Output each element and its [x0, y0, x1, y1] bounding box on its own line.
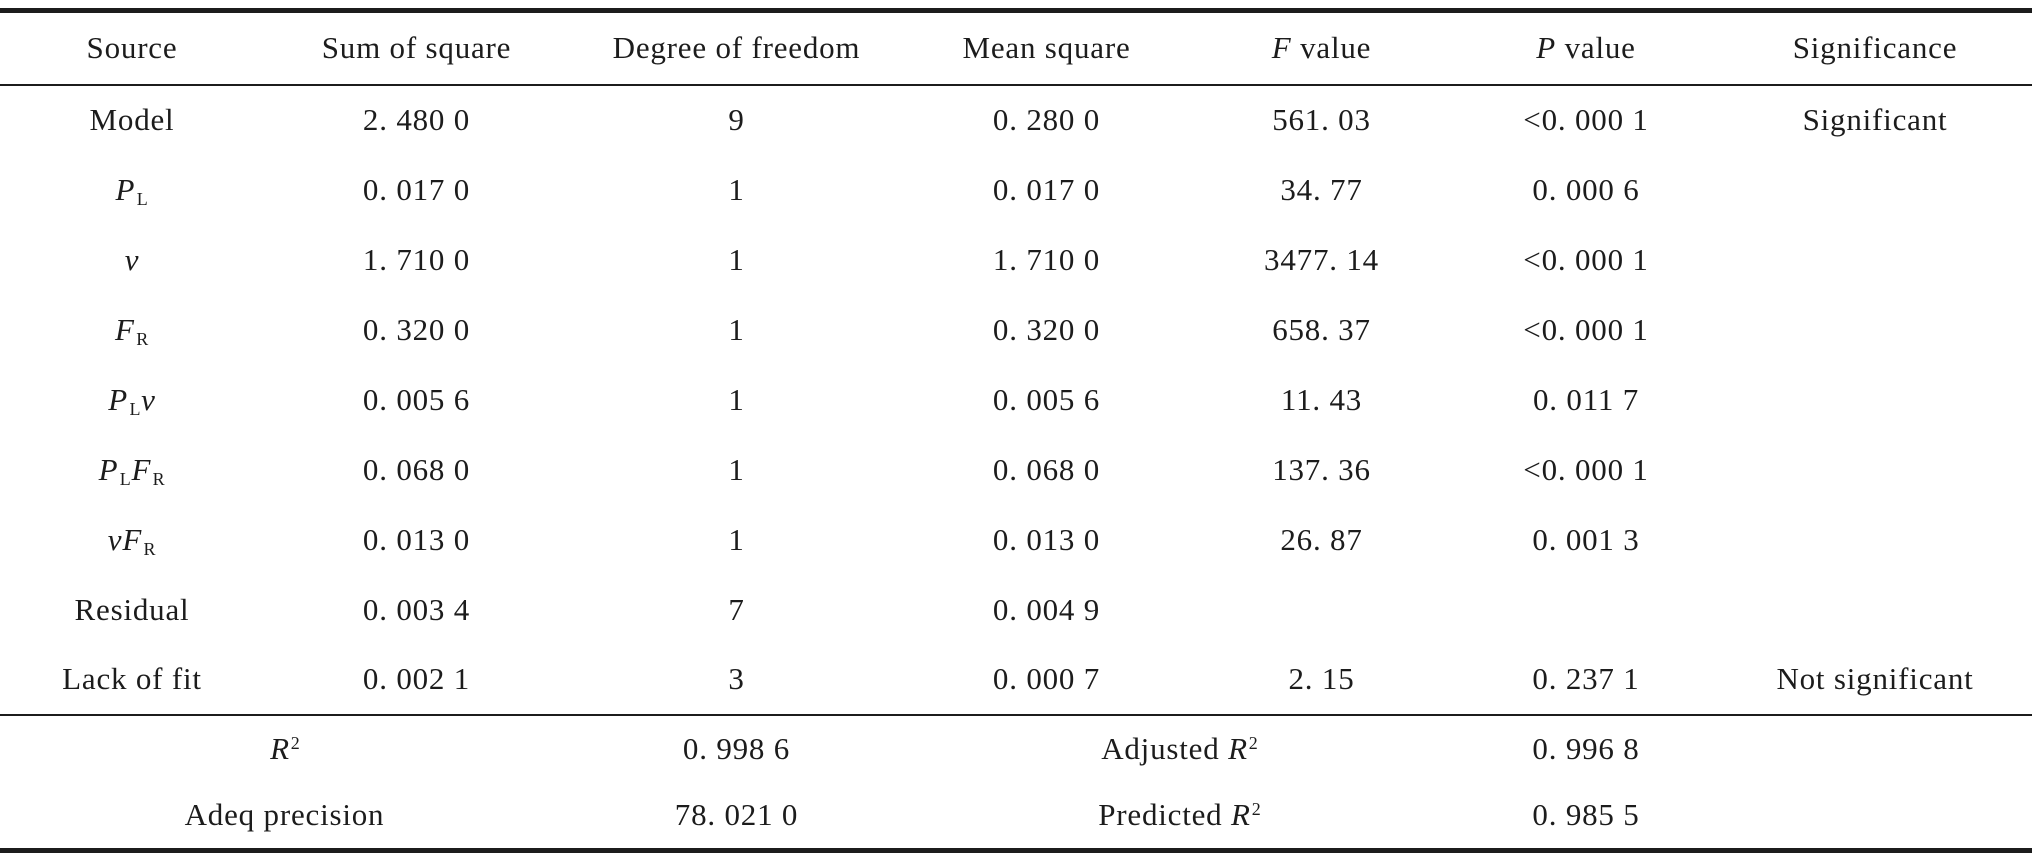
cell-mean_square: 0. 320 0 [992, 311, 1101, 347]
cell-p_value: <0. 000 1 [1523, 451, 1649, 487]
cell-significance [1718, 225, 2032, 295]
cell-significance [1718, 505, 2032, 575]
table-row: PLFR 0. 068 0 1 0. 068 0 137. 36 <0. 000 1 [0, 435, 2032, 505]
summary-label-right: Adjusted R2 [1101, 731, 1258, 766]
cell-p_value: <0. 000 1 [1523, 102, 1649, 137]
table-row: Lack of fit 0. 002 1 3 0. 000 7 2. 15 0. 237 … [0, 645, 2032, 715]
cell-significance: Significant [1802, 102, 1948, 137]
column-header-mean_square: Mean square [962, 30, 1131, 66]
column-header-sum_of_square: Sum of square [321, 30, 512, 66]
summary-row: Adeq precision 78. 021 0 Predicted R2 0. 98… [0, 783, 2032, 851]
cell-mean_square: 0. 013 0 [992, 521, 1101, 557]
summary-value-left: 78. 021 0 [674, 797, 799, 833]
cell-mean_square: 0. 000 7 [992, 661, 1101, 696]
summary-label-left: Adeq precision [184, 797, 385, 833]
cell-significance [1718, 575, 2032, 645]
cell-significance [1718, 295, 2032, 365]
table-row: v 1. 710 0 1 1. 710 0 3477. 14 <0. 000 1 [0, 225, 2032, 295]
cell-source: PLv [108, 381, 156, 419]
cell-sum_of_square: 0. 002 1 [362, 661, 471, 696]
cell-mean_square: 0. 017 0 [992, 171, 1101, 207]
cell-f_value: 561. 03 [1272, 102, 1371, 137]
cell-f_value: 11. 43 [1280, 381, 1363, 417]
cell-source: PLFR [98, 451, 165, 489]
cell-degree_of_freedom: 1 [728, 311, 745, 347]
summary-value-left: 0. 998 6 [682, 731, 791, 766]
cell-p_value: 0. 237 1 [1532, 661, 1640, 696]
summary-value-right: 0. 996 8 [1532, 731, 1640, 766]
cell-sum_of_square: 0. 017 0 [362, 171, 471, 207]
cell-degree_of_freedom: 7 [728, 591, 745, 627]
cell-significance [1718, 155, 2032, 225]
cell-degree_of_freedom: 1 [728, 241, 745, 277]
cell-significance [1718, 435, 2032, 505]
cell-f_value: 26. 87 [1280, 521, 1363, 557]
cell-degree_of_freedom: 1 [728, 451, 745, 487]
cell-source: vFR [107, 521, 156, 559]
cell-degree_of_freedom: 9 [728, 102, 745, 137]
cell-sum_of_square: 0. 013 0 [362, 521, 471, 557]
cell-f_value: 34. 77 [1280, 171, 1363, 207]
table-header: Source Sum of square Degree of freedom Mean… [0, 11, 2032, 85]
cell-mean_square: 0. 004 9 [992, 591, 1101, 627]
table-summary: R2 0. 998 6 Adjusted R2 0. 996 8 Adeq precis… [0, 715, 2032, 851]
cell-p_value: 0. 001 3 [1532, 521, 1640, 557]
cell-sum_of_square: 2. 480 0 [362, 102, 471, 137]
cell-f_value: 137. 36 [1272, 451, 1371, 487]
summary-empty-cell [1718, 715, 2032, 783]
cell-source: Model [89, 102, 175, 137]
cell-mean_square: 1. 710 0 [992, 241, 1101, 277]
cell-sum_of_square: 0. 068 0 [362, 451, 471, 487]
cell-sum_of_square: 0. 320 0 [362, 311, 471, 347]
cell-p_value: 0. 011 7 [1533, 381, 1639, 417]
header-row: Source Sum of square Degree of freedom Mean… [0, 11, 2032, 85]
summary-row: R2 0. 998 6 Adjusted R2 0. 996 8 [0, 715, 2032, 783]
cell-sum_of_square: 0. 003 4 [362, 591, 471, 627]
table-row: Model 2. 480 0 9 0. 280 0 561. 03 <0. 000 1 Si… [0, 85, 2032, 155]
summary-empty-cell [1718, 783, 2032, 851]
table-row: PL 0. 017 0 1 0. 017 0 34. 77 0. 000 6 [0, 155, 2032, 225]
cell-degree_of_freedom: 1 [728, 381, 745, 417]
table-row: Residual 0. 003 4 7 0. 004 9 [0, 575, 2032, 645]
summary-label-right: Predicted R2 [1098, 797, 1261, 833]
cell-significance [1718, 365, 2032, 435]
cell-p_value: <0. 000 1 [1523, 241, 1649, 277]
table-row: FR 0. 320 0 1 0. 320 0 658. 37 <0. 000 1 [0, 295, 2032, 365]
table-body: Model 2. 480 0 9 0. 280 0 561. 03 <0. 000 1 Si… [0, 85, 2032, 715]
cell-f_value [1189, 575, 1454, 645]
summary-value-right: 0. 985 5 [1532, 797, 1640, 833]
cell-p_value: 0. 000 6 [1532, 171, 1640, 207]
column-header-f_value: F value [1271, 30, 1372, 66]
table-row: PLv 0. 005 6 1 0. 005 6 11. 43 0. 011 7 [0, 365, 2032, 435]
cell-source: v [124, 241, 140, 277]
column-header-p_value: P value [1536, 30, 1636, 66]
cell-mean_square: 0. 068 0 [992, 451, 1101, 487]
cell-source: Residual [74, 591, 190, 627]
cell-sum_of_square: 1. 710 0 [362, 241, 471, 277]
cell-significance: Not significant [1776, 661, 1974, 696]
cell-degree_of_freedom: 1 [728, 171, 745, 207]
cell-mean_square: 0. 005 6 [992, 381, 1101, 417]
cell-p_value: <0. 000 1 [1523, 311, 1649, 347]
cell-sum_of_square: 0. 005 6 [362, 381, 471, 417]
column-header-degree_of_freedom: Degree of freedom [612, 30, 861, 66]
table-row: vFR 0. 013 0 1 0. 013 0 26. 87 0. 001 3 [0, 505, 2032, 575]
summary-label-left: R2 [270, 731, 300, 766]
cell-source: Lack of fit [62, 661, 202, 696]
cell-f_value: 2. 15 [1288, 661, 1355, 696]
cell-degree_of_freedom: 1 [728, 521, 745, 557]
cell-source: FR [115, 311, 149, 349]
cell-p_value [1454, 575, 1718, 645]
cell-degree_of_freedom: 3 [728, 661, 745, 696]
cell-mean_square: 0. 280 0 [992, 102, 1101, 137]
column-header-significance: Significance [1792, 30, 1958, 66]
cell-source: PL [115, 171, 148, 209]
column-header-source: Source [86, 30, 178, 66]
anova-table: Source Sum of square Degree of freedom Mean… [0, 8, 2032, 853]
cell-f_value: 3477. 14 [1264, 241, 1379, 277]
cell-f_value: 658. 37 [1272, 311, 1371, 347]
